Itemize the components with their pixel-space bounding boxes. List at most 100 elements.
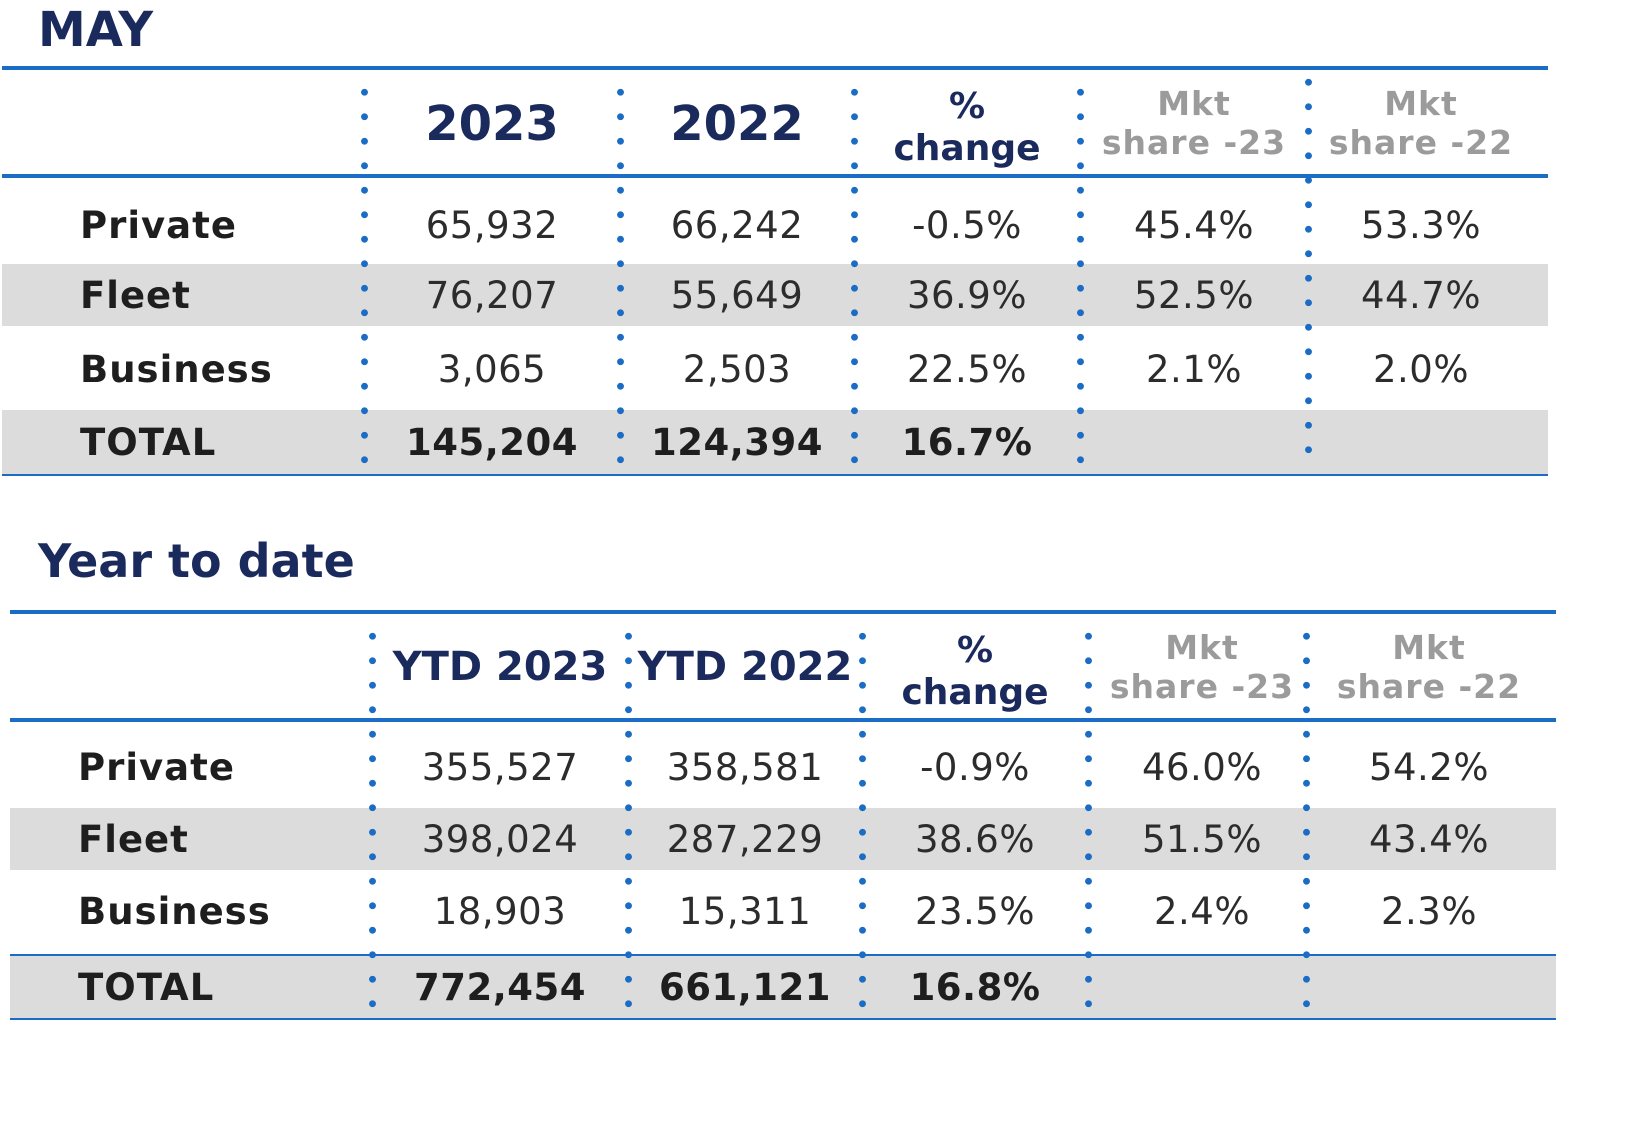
- header-mkt-share-22: Mkt share -22: [1308, 72, 1534, 176]
- table-row: Private 355,527 358,581 -0.9% 46.0% 54.2…: [10, 730, 1556, 804]
- value-2023: 3,065: [437, 347, 547, 391]
- row-label: Private: [78, 745, 235, 789]
- total-label: TOTAL: [78, 965, 215, 1009]
- column-divider: [859, 624, 866, 1008]
- value-share-23: 2.1%: [1146, 347, 1242, 391]
- value-share-22: 54.2%: [1368, 745, 1490, 789]
- column-divider: [1305, 70, 1312, 454]
- table-bottom-rule: [2, 474, 1548, 476]
- total-2023: 145,204: [405, 420, 579, 464]
- row-label: Fleet: [80, 273, 191, 317]
- value-2022: 358,581: [666, 745, 824, 789]
- header-bottom-rule: [2, 174, 1548, 178]
- column-divider: [361, 80, 368, 464]
- value-2022: 2,503: [682, 347, 792, 391]
- header-mkt-share-23: Mkt share -23: [1080, 72, 1308, 176]
- total-top-rule: [10, 954, 1556, 956]
- value-change: 22.5%: [906, 347, 1028, 391]
- header-mkt22-line1: Mkt: [1392, 628, 1466, 668]
- header-mkt23-line1: Mkt: [1157, 84, 1231, 124]
- value-share-22: 44.7%: [1360, 273, 1482, 317]
- header-bottom-rule: [10, 718, 1556, 722]
- value-share-22: 2.3%: [1381, 889, 1477, 933]
- header-ytd-2023-label: YTD 2023: [392, 644, 608, 691]
- header-mkt23-line2: share -23: [1109, 667, 1295, 706]
- total-2023: 772,454: [413, 965, 587, 1009]
- row-label: Fleet: [78, 817, 189, 861]
- value-2023: 355,527: [421, 745, 579, 789]
- header-ytd-2023: YTD 2023: [372, 616, 628, 720]
- column-divider: [1077, 80, 1084, 464]
- value-2023: 398,024: [421, 817, 579, 861]
- total-label: TOTAL: [80, 420, 217, 464]
- value-2023: 18,903: [433, 889, 567, 933]
- header-mkt22-line1: Mkt: [1384, 84, 1458, 124]
- value-share-23: 52.5%: [1133, 273, 1255, 317]
- total-2022: 124,394: [650, 420, 824, 464]
- value-share-23: 51.5%: [1141, 817, 1263, 861]
- column-divider: [625, 624, 632, 1008]
- ytd-title: Year to date: [38, 534, 355, 588]
- column-divider: [617, 80, 624, 464]
- row-label: Business: [80, 347, 273, 391]
- value-share-23: 2.4%: [1154, 889, 1250, 933]
- header-change-line2: change: [893, 128, 1041, 169]
- value-2022: 287,229: [666, 817, 824, 861]
- total-change: 16.8%: [909, 965, 1041, 1009]
- table-top-rule: [2, 66, 1548, 70]
- header-2022: 2022: [620, 72, 854, 176]
- header-change: % change: [862, 616, 1088, 720]
- value-change: -0.9%: [920, 745, 1030, 789]
- value-2022: 66,242: [670, 203, 804, 247]
- value-change: 36.9%: [906, 273, 1028, 317]
- value-share-23: 45.4%: [1133, 203, 1255, 247]
- value-change: 38.6%: [914, 817, 1036, 861]
- value-share-23: 46.0%: [1141, 745, 1263, 789]
- header-mkt22-line2: share -22: [1328, 123, 1514, 162]
- header-mkt22-line2: share -22: [1336, 667, 1522, 706]
- value-share-22: 43.4%: [1368, 817, 1490, 861]
- value-change: -0.5%: [912, 203, 1022, 247]
- total-change: 16.7%: [901, 420, 1033, 464]
- total-row: TOTAL 772,454 661,121 16.8%: [10, 956, 1556, 1018]
- total-row: TOTAL 145,204 124,394 16.7%: [2, 410, 1548, 474]
- header-change-line1: %: [956, 629, 994, 671]
- value-2022: 15,311: [678, 889, 812, 933]
- value-2023: 76,207: [425, 273, 559, 317]
- header-change-line2: change: [901, 672, 1049, 713]
- table-bottom-rule: [10, 1018, 1556, 1020]
- header-2022-label: 2022: [670, 95, 804, 152]
- header-2023-label: 2023: [425, 95, 559, 152]
- value-2022: 55,649: [670, 273, 804, 317]
- header-mkt-share-23: Mkt share -23: [1088, 616, 1316, 720]
- column-divider: [1085, 624, 1092, 1008]
- header-ytd-2022: YTD 2022: [628, 616, 862, 720]
- header-change: % change: [854, 72, 1080, 176]
- header-mkt-share-22: Mkt share -22: [1316, 616, 1542, 720]
- column-divider: [851, 80, 858, 464]
- table-row: Fleet 76,207 55,649 36.9% 52.5% 44.7%: [2, 264, 1548, 326]
- header-row: YTD 2023 YTD 2022 % change Mkt share -23…: [10, 616, 1556, 720]
- header-mkt23-line2: share -23: [1101, 123, 1287, 162]
- header-row: 2023 2022 % change Mkt share -23 Mkt sha…: [2, 72, 1548, 176]
- column-divider: [1303, 624, 1310, 1008]
- table-top-rule: [10, 610, 1556, 614]
- ytd-table: YTD 2023 YTD 2022 % change Mkt share -23…: [10, 610, 1556, 1020]
- value-share-22: 2.0%: [1373, 347, 1469, 391]
- table-row: Business 18,903 15,311 23.5% 2.4% 2.3%: [10, 874, 1556, 948]
- column-divider: [369, 624, 376, 1008]
- header-ytd-2022-label: YTD 2022: [637, 644, 853, 691]
- value-share-22: 53.3%: [1360, 203, 1482, 247]
- may-table: 2023 2022 % change Mkt share -23 Mkt sha…: [2, 66, 1548, 476]
- may-title: MAY: [38, 2, 154, 58]
- row-label: Private: [80, 203, 237, 247]
- table-row: Private 65,932 66,242 -0.5% 45.4% 53.3%: [2, 188, 1548, 262]
- value-change: 23.5%: [914, 889, 1036, 933]
- value-2023: 65,932: [425, 203, 559, 247]
- header-mkt23-line1: Mkt: [1165, 628, 1239, 668]
- header-2023: 2023: [364, 72, 620, 176]
- table-row: Business 3,065 2,503 22.5% 2.1% 2.0%: [2, 332, 1548, 406]
- header-change-line1: %: [948, 85, 986, 127]
- row-label: Business: [78, 889, 271, 933]
- total-2022: 661,121: [658, 965, 832, 1009]
